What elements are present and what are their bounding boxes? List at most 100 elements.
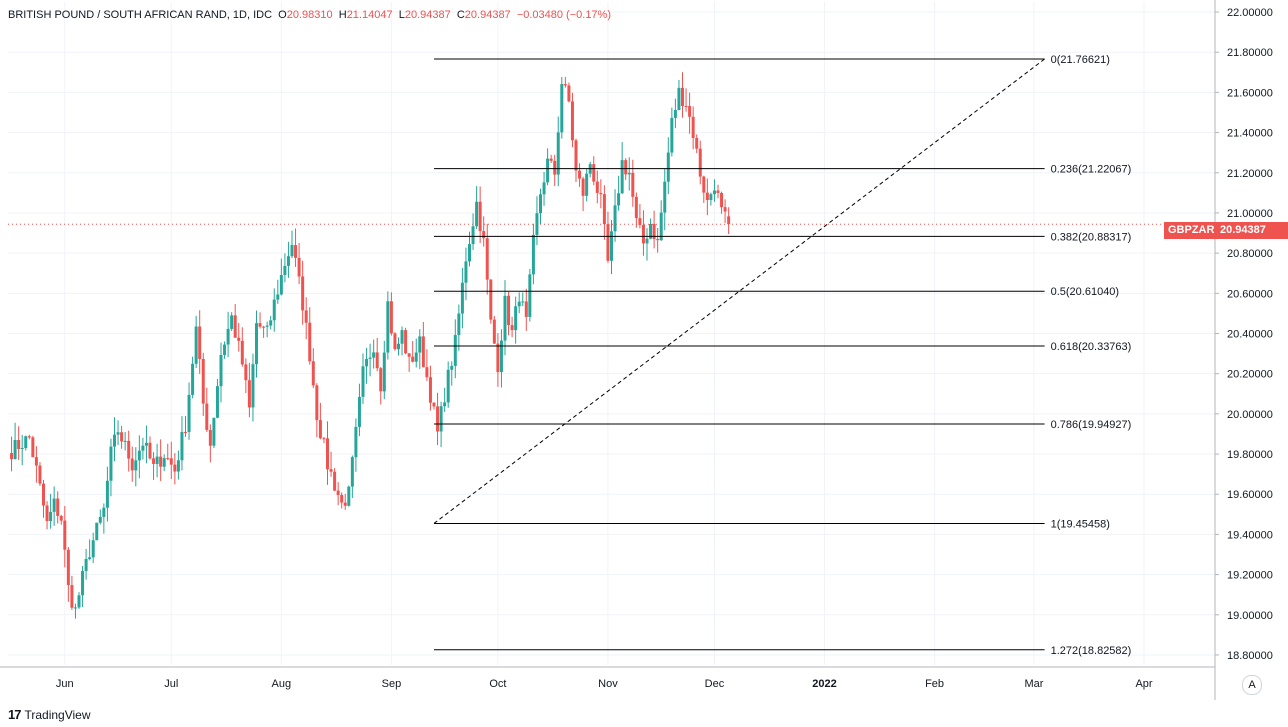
candle-down (563, 84, 567, 86)
candle-down (549, 158, 553, 161)
candle-up (105, 480, 109, 508)
candle-up (475, 201, 479, 227)
price-tick-label: 19.00000 (1227, 610, 1273, 622)
candle-down (70, 585, 74, 608)
candle-up (98, 516, 102, 523)
candle-up (368, 357, 372, 359)
candle-down (602, 194, 606, 225)
candle-up (276, 294, 280, 300)
candle-down (247, 380, 251, 408)
candle-up (542, 182, 546, 195)
candle-up (109, 446, 113, 481)
fib-level-label: 1(19.45458) (1051, 518, 1110, 530)
candle-up (141, 445, 145, 451)
candle-down (727, 216, 731, 225)
candle-down (315, 385, 319, 421)
candle-down (379, 368, 383, 392)
candle-up (450, 365, 454, 370)
candle-down (436, 406, 440, 432)
candle-down (507, 295, 511, 326)
candle-up (52, 498, 56, 512)
candle-down (343, 502, 347, 506)
candle-up (649, 223, 653, 239)
candle-down (42, 483, 45, 506)
candle-down (624, 160, 628, 175)
time-tick-label: Apr (1135, 678, 1152, 690)
candle-down (244, 364, 248, 381)
candle-up (251, 364, 255, 408)
candle-down (152, 458, 156, 464)
price-tick-label: 22.00000 (1227, 7, 1273, 19)
candle-down (489, 279, 493, 320)
fib-level-label: 0.236(21.22067) (1051, 164, 1132, 176)
candle-up (499, 340, 503, 373)
time-tick-label: 2022 (812, 678, 836, 690)
time-tick-label: Jun (56, 678, 74, 690)
candle-up (666, 152, 670, 182)
candle-down (720, 192, 724, 208)
candle-down (705, 192, 709, 201)
candle-up (134, 460, 138, 471)
candle-up (350, 457, 354, 487)
candle-down (166, 458, 170, 460)
candle-down (262, 326, 266, 328)
candle-up (215, 386, 219, 418)
candle-up (77, 595, 81, 608)
open-label: O (278, 9, 287, 21)
candle-up (255, 323, 258, 365)
high-label: H (338, 9, 347, 21)
candle-down (599, 192, 603, 195)
candle-down (198, 326, 202, 359)
candle-up (446, 369, 450, 403)
price-axis: 22.00000 21.80000 21.60000 21.40000 21.20000… (1214, 0, 1273, 700)
candle-down (478, 201, 482, 232)
candle-up (397, 343, 400, 350)
candle-up (81, 570, 85, 596)
candle-down (595, 181, 599, 193)
candle-down (524, 301, 528, 317)
candle-down (318, 420, 322, 439)
candle-up (73, 607, 77, 609)
tradingview-logo-text: TradingView (24, 707, 91, 722)
price-tick-label: 20.20000 (1227, 369, 1273, 381)
candle-down (38, 465, 42, 484)
fib-level-label: 0.382(20.88317) (1051, 231, 1132, 243)
candle-up (709, 194, 713, 201)
candle-down (421, 336, 425, 368)
tradingview-logo[interactable]: 17 TradingView (8, 707, 91, 722)
candle-up (560, 84, 564, 133)
candle-down (205, 403, 209, 430)
time-tick-label: Aug (272, 678, 292, 690)
candle-down (301, 276, 305, 311)
candle-down (159, 456, 163, 467)
ticker-tag: GBPZAR (1164, 222, 1219, 239)
candle-down (411, 356, 415, 362)
candle-down (322, 438, 326, 440)
candle-down (34, 457, 38, 466)
candle-up (418, 336, 422, 353)
candle-down (31, 437, 35, 458)
candle-down (297, 257, 301, 277)
candle-down (27, 436, 31, 438)
close-value: 20.94387 (464, 9, 511, 21)
candle-up (627, 172, 631, 175)
candle-down (393, 333, 397, 350)
candle-down (56, 498, 60, 516)
candle-down (578, 170, 582, 179)
candle-down (652, 223, 656, 240)
candle-up (531, 234, 535, 275)
time-tick-label: Oct (489, 678, 506, 690)
fib-retracement-tool[interactable]: 0(21.76621) 0.236(21.22067) 0.382(20.88317… (433, 54, 1132, 657)
candle-up (279, 275, 283, 295)
low-value: 20.94387 (404, 9, 451, 21)
candle-down (716, 190, 720, 193)
candle-down (698, 148, 702, 177)
candle-down (492, 319, 496, 344)
auto-scale-button[interactable]: A (1242, 675, 1262, 695)
candle-up (712, 190, 716, 195)
candle-up (290, 245, 294, 257)
candle-up (20, 448, 24, 450)
candle-up (144, 442, 148, 446)
candle-down (691, 116, 695, 138)
